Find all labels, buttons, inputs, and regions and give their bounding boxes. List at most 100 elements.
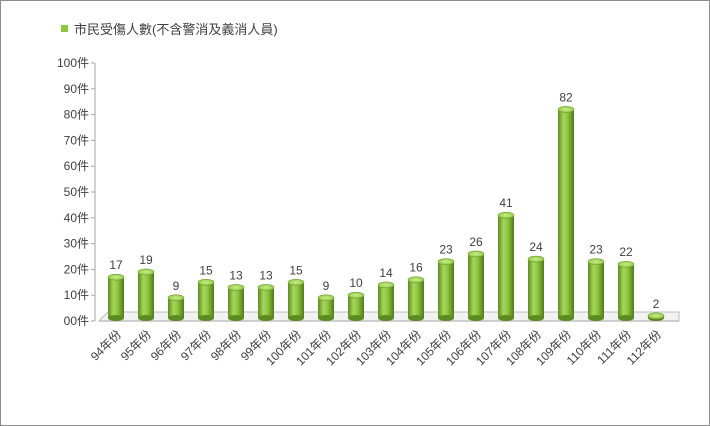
bar-base [618,315,634,321]
data-label: 9 [173,279,180,293]
data-label: 15 [289,263,303,277]
y-tick-label: 90件 [64,82,89,96]
bar-body [318,297,334,318]
data-label: 2 [653,297,660,311]
bar-base [438,315,454,321]
legend-label: 市民受傷人數(不含警消及義消人員) [74,22,278,37]
bar-body [138,271,154,318]
bar-base [378,315,394,321]
bar [167,294,185,321]
bar-body [348,295,364,318]
y-tick-label: 40件 [64,211,89,225]
bar [137,268,155,321]
bar-body [378,284,394,318]
bar-body [258,287,274,318]
bar-cap [527,255,545,263]
bar [227,284,245,321]
bar-cap [407,276,425,284]
data-label: 24 [529,240,543,254]
data-label: 17 [109,258,123,272]
bar-base [408,315,424,321]
bar-body [528,259,544,318]
y-tick-label: 70件 [64,133,89,147]
legend: 市民受傷人數(不含警消及義消人員) [61,19,278,38]
bar-cap [167,294,185,302]
bar-base [498,315,514,321]
legend-swatch [61,25,68,32]
bar-base [168,315,184,321]
data-label: 9 [323,279,330,293]
bar [197,278,215,321]
bar [497,211,515,321]
bar-body [288,282,304,318]
bar-body [498,215,514,318]
bar-cap [497,211,515,219]
bar [257,284,275,321]
y-tick-label: 20件 [64,262,89,276]
bar-cap [377,281,395,289]
bar-base [528,315,544,321]
bar-base [588,315,604,321]
bar-body [198,282,214,318]
bar-body [168,297,184,318]
x-tick-label: 98年份 [208,327,244,363]
bar-cap [587,258,605,265]
bar-cap [227,284,245,291]
bar-base [318,315,334,321]
bar-body [408,279,424,318]
data-label: 16 [409,261,423,275]
bar-base [558,315,574,321]
bar [317,294,335,321]
x-tick-label: 96年份 [148,327,184,363]
y-tick-label: 00件 [64,314,89,328]
bar-body [108,277,124,318]
bar-body [558,109,574,318]
bar [647,312,665,321]
bar-body [228,287,244,318]
bar-cap [617,260,635,268]
bar-cap [287,278,305,286]
bar-body [618,264,634,318]
y-tick-label: 10件 [64,288,89,302]
data-label: 13 [229,268,243,282]
y-tick-label: 50件 [64,185,89,199]
data-label: 23 [589,243,603,257]
data-label: 22 [619,245,633,259]
bar-base [198,315,214,321]
bar-base [228,315,244,321]
bar [407,276,425,321]
data-label: 13 [259,268,273,282]
bar [527,255,545,321]
bar-cap [467,250,485,258]
bar-base [288,315,304,321]
data-label: 23 [439,243,453,257]
data-label: 82 [559,90,573,104]
y-tick-label: 30件 [64,237,89,251]
data-label: 41 [499,196,513,210]
bar-base [468,315,484,321]
bar-cap [197,278,215,286]
bar-cap [347,291,365,299]
x-tick-label: 97年份 [178,327,214,363]
bar-cap [647,312,665,320]
bar-cap [107,273,125,281]
bar-body [438,261,454,318]
bar-base [348,315,364,321]
bar [557,106,575,321]
bar [347,291,365,321]
y-tick-label: 100件 [57,56,89,70]
bar-cap [257,284,275,291]
bar-base [108,315,124,321]
bar [617,260,635,321]
bar [587,258,605,321]
data-label: 26 [469,235,483,249]
bar-base [138,315,154,321]
bar [107,273,125,321]
x-tick-label: 94年份 [88,327,124,363]
bar [287,278,305,321]
bar-body [468,253,484,318]
bar-cap [317,294,335,302]
data-label: 15 [199,263,213,277]
bar [437,258,455,321]
